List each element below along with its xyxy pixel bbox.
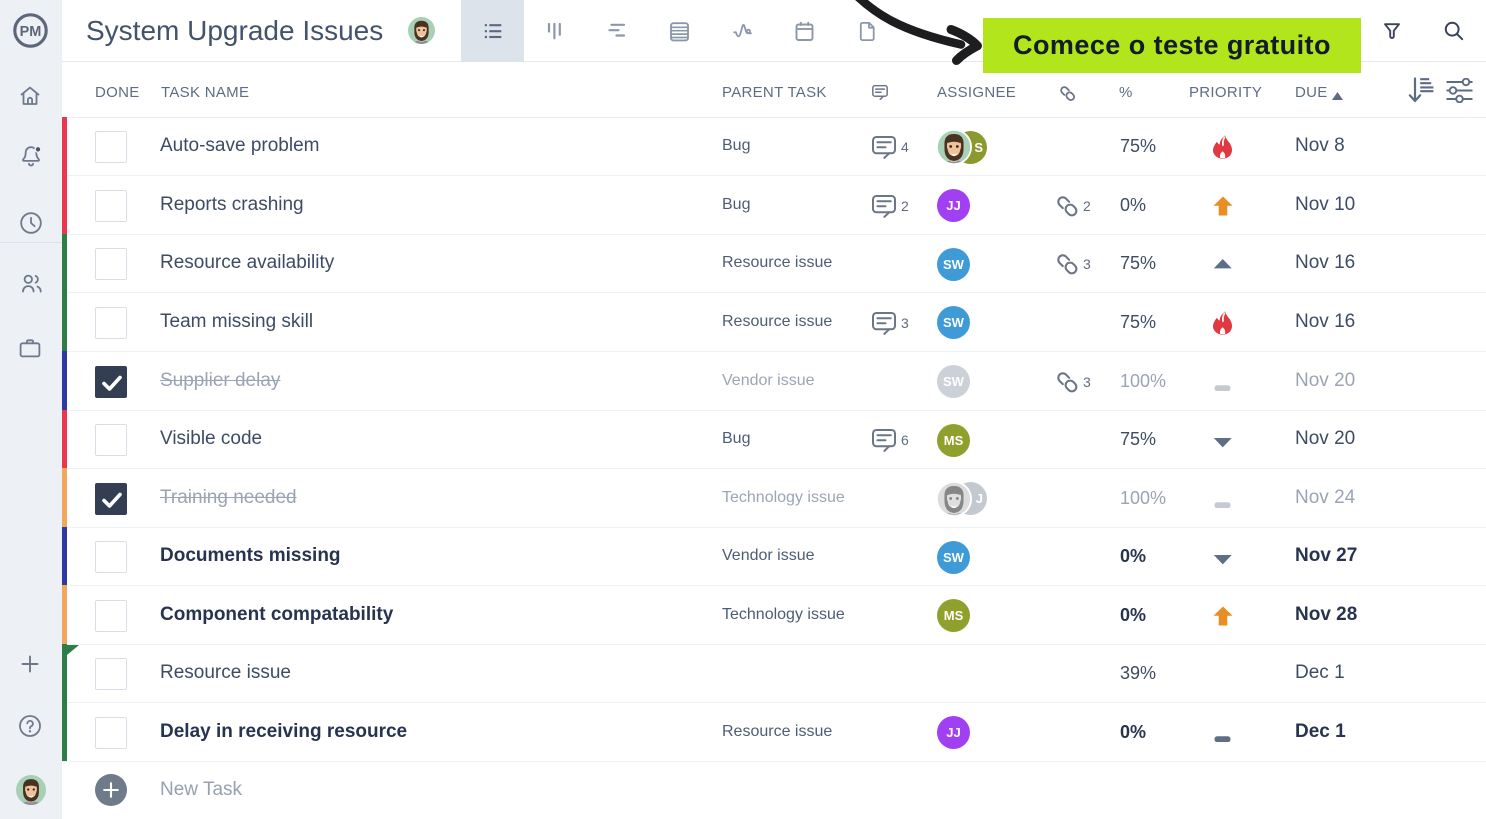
svg-text:PM: PM — [20, 24, 42, 40]
